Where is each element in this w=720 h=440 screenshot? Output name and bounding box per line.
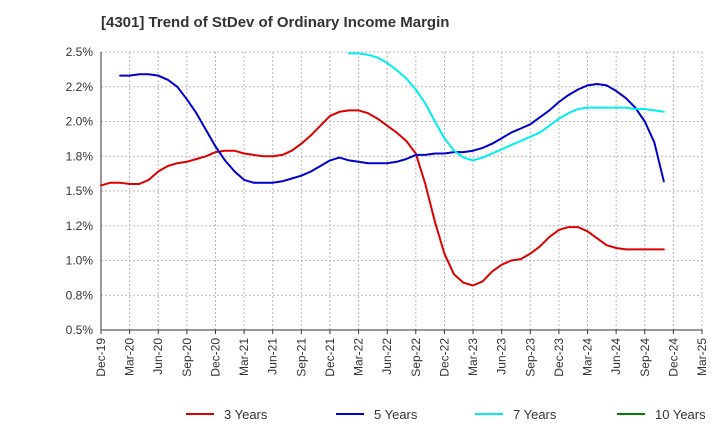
x-tick-label: Dec-19 — [94, 338, 108, 377]
x-tick-label: Dec-23 — [552, 338, 566, 377]
x-tick-label: Mar-22 — [352, 338, 366, 376]
legend-label: 7 Years — [513, 407, 557, 422]
x-tick-label: Mar-24 — [581, 338, 595, 376]
x-tick-label: Dec-24 — [666, 338, 680, 377]
x-tick-label: Sep-23 — [523, 338, 537, 377]
x-tick-label: Dec-20 — [208, 338, 222, 377]
x-tick-label: Jun-22 — [380, 338, 394, 375]
y-tick-label: 0.8% — [66, 288, 94, 302]
y-tick-label: 2.2% — [66, 80, 94, 94]
x-tick-label: Sep-21 — [294, 338, 308, 377]
x-tick-label: Mar-23 — [466, 338, 480, 376]
x-tick-label: Dec-22 — [437, 338, 451, 377]
chart-title: [4301] Trend of StDev of Ordinary Income… — [101, 14, 450, 31]
x-tick-label: Mar-20 — [123, 338, 137, 376]
x-tick-label: Dec-21 — [323, 338, 337, 377]
y-tick-label: 0.5% — [66, 323, 94, 337]
x-tick-label: Jun-21 — [266, 338, 280, 375]
y-tick-label: 1.8% — [66, 149, 94, 163]
y-tick-label: 2.0% — [66, 115, 94, 129]
x-tick-label: Mar-21 — [237, 338, 251, 376]
y-tick-label: 1.0% — [66, 254, 94, 268]
legend-label: 5 Years — [374, 407, 418, 422]
legend-label: 10 Years — [655, 407, 706, 422]
x-tick-label: Mar-25 — [695, 338, 709, 376]
series-line-7-years — [348, 52, 665, 162]
legend-label: 3 Years — [224, 407, 268, 422]
y-tick-label: 1.5% — [66, 184, 94, 198]
y-tick-label: 1.2% — [66, 219, 94, 233]
x-tick-label: Jun-23 — [495, 338, 509, 375]
x-tick-label: Sep-20 — [180, 338, 194, 377]
x-tick-label: Sep-24 — [638, 338, 652, 377]
x-tick-label: Sep-22 — [409, 338, 423, 377]
series-line-5-years — [119, 73, 665, 184]
y-tick-label: 2.5% — [66, 45, 94, 59]
x-tick-label: Jun-20 — [151, 338, 165, 375]
x-tick-label: Jun-24 — [609, 338, 623, 375]
series-line-3-years — [100, 109, 665, 287]
